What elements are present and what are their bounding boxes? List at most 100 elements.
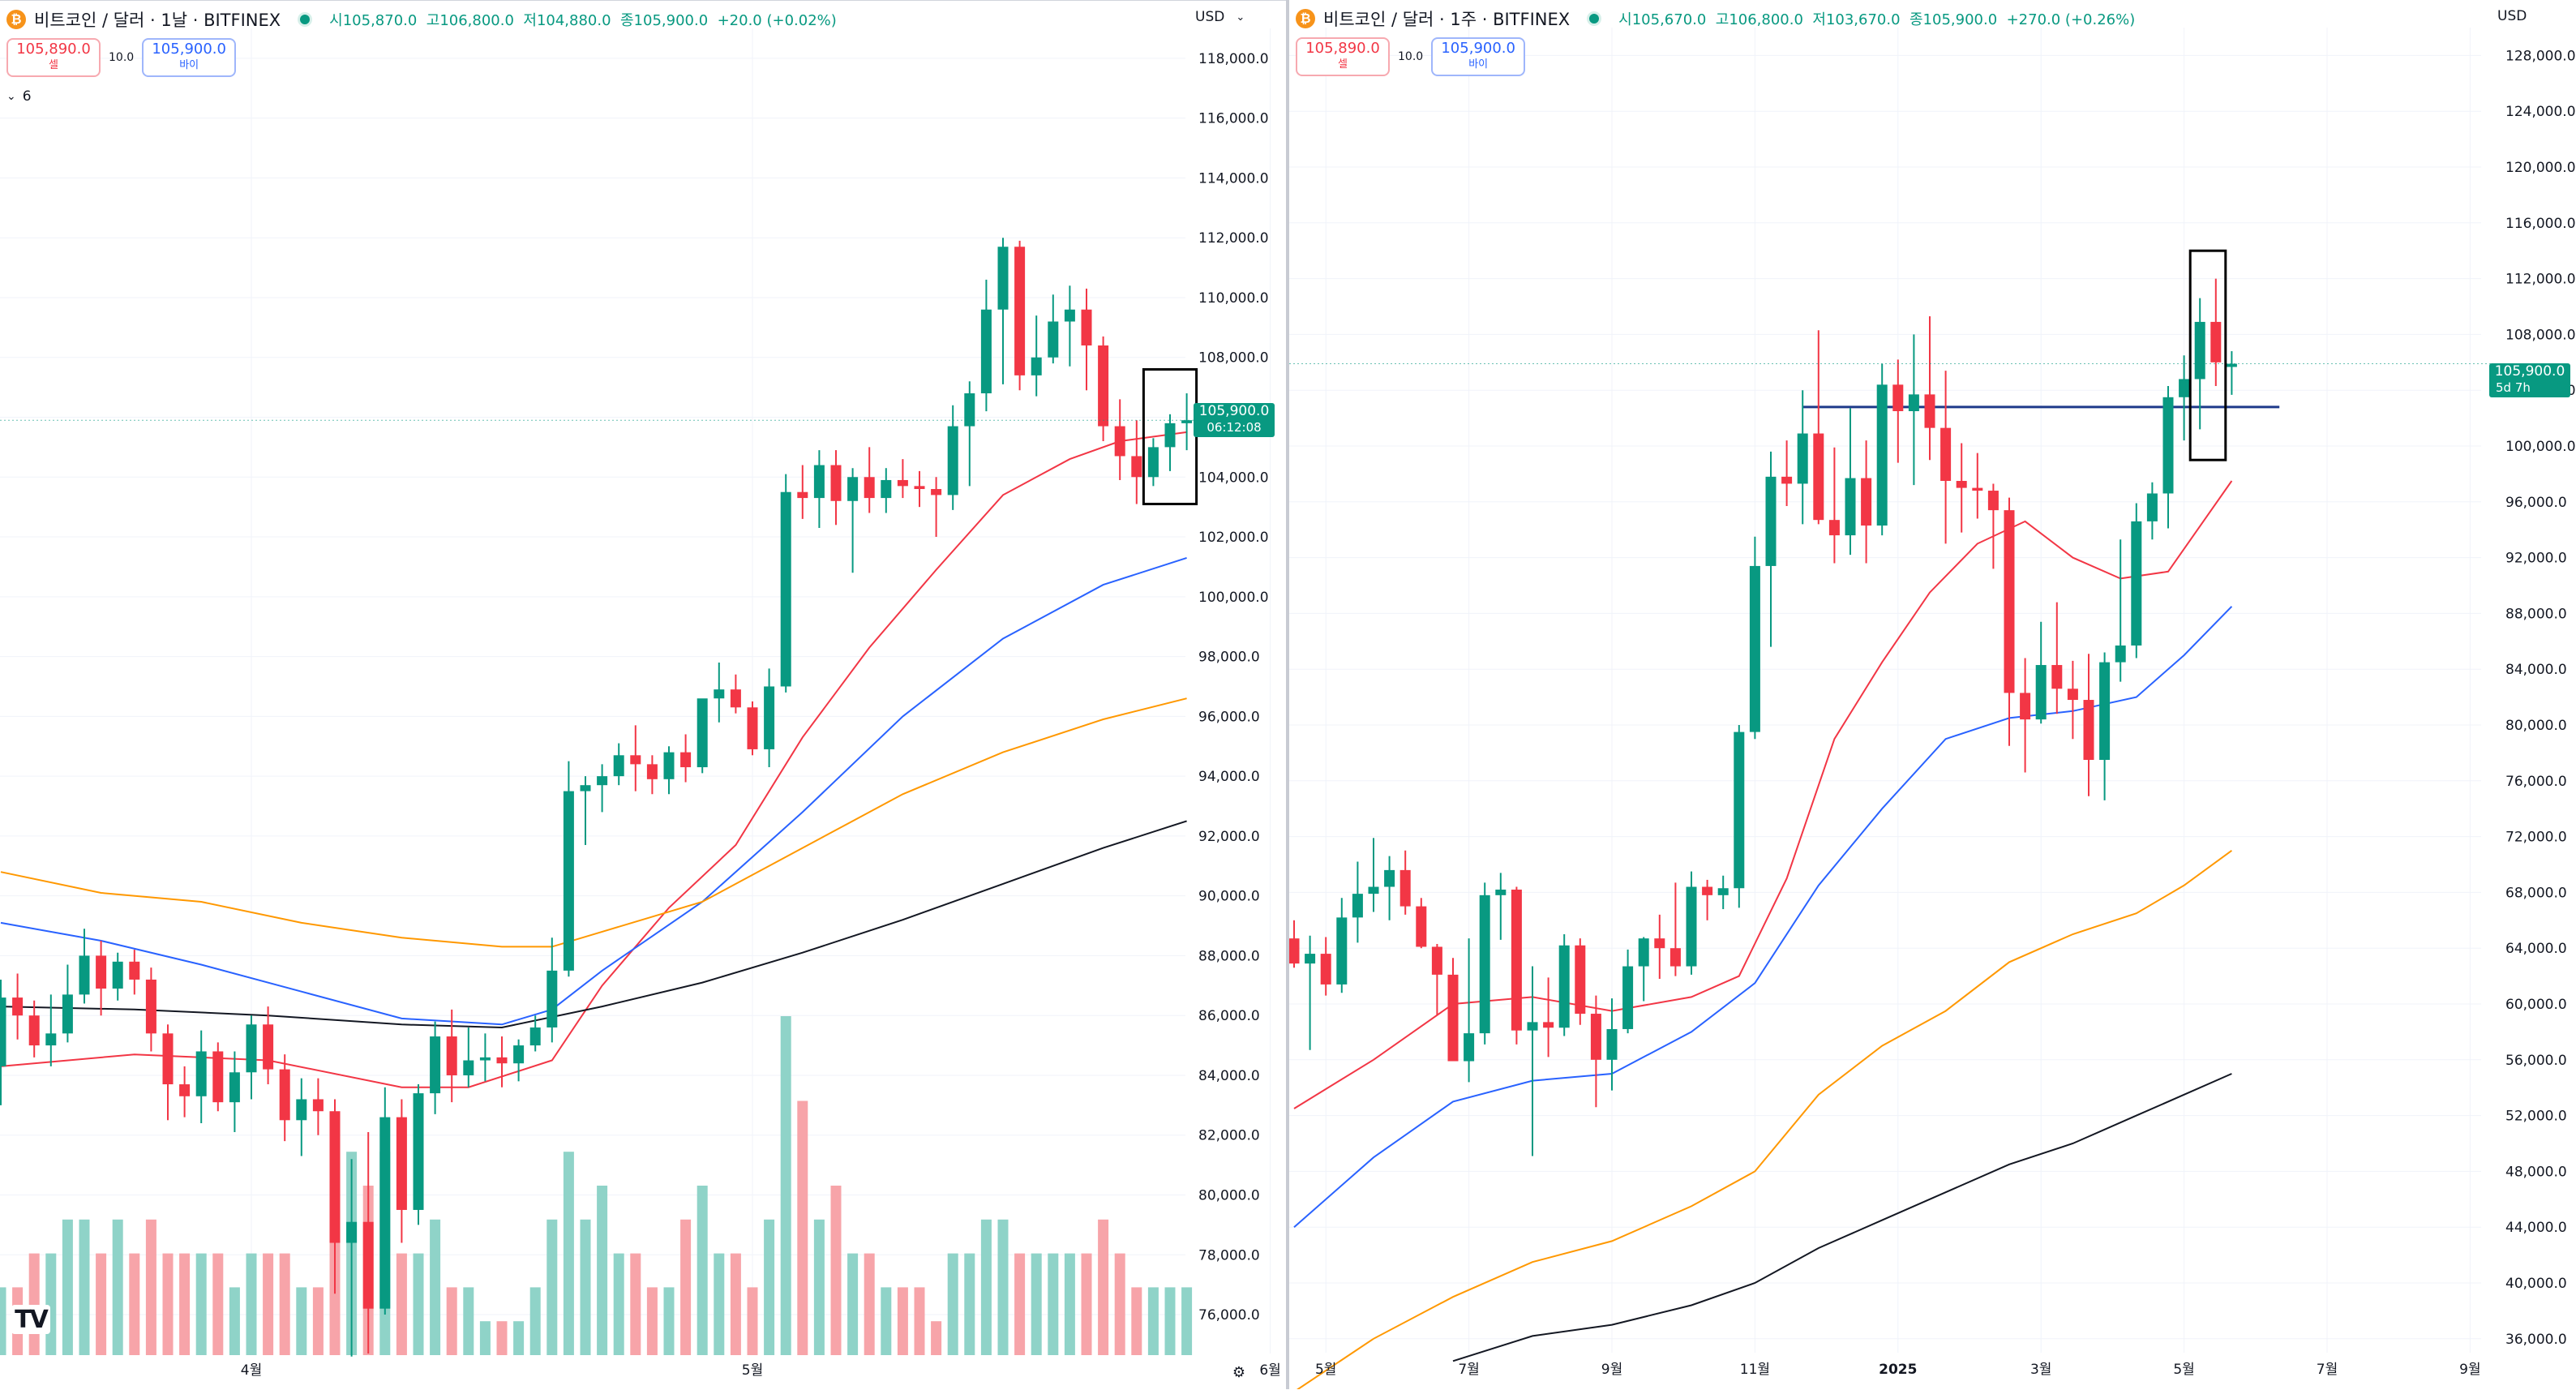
- candle-body: [630, 755, 641, 765]
- indicators-toggle[interactable]: ⌄ 6: [6, 88, 32, 105]
- volume-bar: [430, 1219, 441, 1355]
- y-tick-label: 90,000.0: [1198, 889, 1260, 905]
- x-tick-label: 2025: [1879, 1362, 1917, 1378]
- volume-bar: [1081, 1253, 1092, 1355]
- right-last-price: 105,900.0: [2494, 363, 2565, 380]
- volume-bar: [914, 1287, 925, 1355]
- volume-bar: [613, 1253, 624, 1355]
- left-symbol-title[interactable]: 비트코인 / 달러 · 1날 · BITFINEX: [34, 11, 281, 30]
- candle-body: [1987, 491, 1999, 511]
- candle-body: [346, 1221, 358, 1243]
- left-currency-selector[interactable]: USD ⌄: [1195, 9, 1245, 25]
- volume-bar: [597, 1186, 608, 1355]
- left-sell-price: 105,890.0: [16, 41, 91, 58]
- volume-bar: [263, 1253, 274, 1355]
- candle-body: [1575, 945, 1586, 1015]
- candle-body: [396, 1117, 407, 1210]
- volume-bar: [764, 1219, 775, 1355]
- candle-body: [1031, 357, 1042, 375]
- left-buy-price: 105,900.0: [152, 41, 226, 58]
- candle-body: [1368, 886, 1379, 894]
- candle-body: [1320, 954, 1331, 985]
- candle-body: [563, 791, 574, 971]
- left-spread: 10.0: [109, 51, 135, 64]
- candle-body: [112, 961, 123, 989]
- left-sell-button[interactable]: 105,890.0 셀: [6, 38, 101, 77]
- candle-body: [1336, 917, 1348, 985]
- volume-bar: [246, 1253, 257, 1355]
- right-buy-button[interactable]: 105,900.0 바이: [1431, 37, 1526, 76]
- candle-body: [914, 486, 925, 490]
- volume-bar: [513, 1321, 525, 1355]
- candle-body: [1876, 384, 1888, 526]
- weekly-candlestick-chart[interactable]: 36,000.0 40,000.0 44,000.0 48,000.0 52,000.0…: [1289, 0, 2576, 1389]
- right-symbol-title[interactable]: 비트코인 / 달러 · 1주 · BITFINEX: [1323, 10, 1571, 29]
- y-tick-label: 64,000.0: [2505, 941, 2567, 957]
- candle-body: [413, 1093, 424, 1210]
- candle-body: [1797, 433, 1808, 484]
- candle-body: [1638, 938, 1649, 967]
- panel-divider[interactable]: [1286, 0, 1289, 1389]
- candle-body: [1558, 945, 1570, 1028]
- chevron-down-icon: ⌄: [1236, 11, 1245, 24]
- left-chart-panel[interactable]: 76,000.0 78,000.0 80,000.0 82,000.0 84,000.0…: [0, 0, 1289, 1389]
- volume-bar: [446, 1287, 457, 1355]
- candle-body: [1765, 476, 1777, 566]
- candle-body: [1352, 894, 1363, 918]
- y-tick-label: 112,000.0: [2505, 272, 2576, 288]
- candle-body: [513, 1045, 525, 1064]
- y-tick-label: 114,000.0: [1198, 170, 1269, 187]
- candle-body: [2051, 665, 2063, 689]
- right-sell-button[interactable]: 105,890.0 셀: [1296, 37, 1390, 76]
- volume-bar: [312, 1287, 324, 1355]
- candle-body: [1781, 476, 1793, 484]
- candle-body: [1734, 731, 1745, 889]
- indicators-count: 6: [22, 88, 32, 105]
- y-tick-label: 104,000.0: [1198, 470, 1269, 486]
- volume-bar: [96, 1253, 107, 1355]
- right-buy-price: 105,900.0: [1441, 40, 1515, 57]
- volume-bar: [797, 1100, 808, 1355]
- left-header: ₿ 비트코인 / 달러 · 1날 · BITFINEX 시105,870.0 고…: [6, 7, 837, 32]
- candle-body: [697, 698, 708, 768]
- y-tick-label: 112,000.0: [1198, 230, 1269, 247]
- volume-bar: [630, 1253, 641, 1355]
- volume-bar: [1098, 1219, 1109, 1355]
- volume-bar: [563, 1152, 574, 1355]
- tradingview-logo[interactable]: TV: [11, 1305, 50, 1334]
- candle-body: [680, 752, 692, 768]
- candle-body: [229, 1072, 240, 1103]
- y-tick-label: 100,000.0: [2505, 439, 2576, 455]
- bitcoin-icon: ₿: [6, 10, 26, 29]
- daily-candlestick-chart[interactable]: 76,000.0 78,000.0 80,000.0 82,000.0 84,000.0…: [0, 1, 1289, 1390]
- candle-body: [1164, 423, 1176, 448]
- volume-bar: [1014, 1253, 1026, 1355]
- right-chart-panel[interactable]: 36,000.0 40,000.0 44,000.0 48,000.0 52,000.0…: [1289, 0, 2576, 1389]
- x-tick-label: 7월: [2317, 1362, 2338, 1378]
- y-tick-label: 40,000.0: [2505, 1276, 2567, 1292]
- candle-body: [1131, 456, 1142, 478]
- right-currency-selector[interactable]: USD: [2497, 8, 2527, 24]
- y-tick-label: 118,000.0: [1198, 51, 1269, 67]
- x-tick-label: 5월: [2173, 1362, 2194, 1378]
- candle-body: [597, 776, 608, 786]
- right-trade-buttons: 105,890.0 셀 10.0 105,900.0 바이: [1296, 37, 1526, 76]
- candle-body: [1479, 894, 1490, 1034]
- moving-average-ma100: [1296, 849, 2232, 1389]
- volume-bar: [179, 1253, 191, 1355]
- gear-icon[interactable]: ⚙: [1232, 1364, 1246, 1381]
- volume-bar: [1048, 1253, 1059, 1355]
- candle-body: [964, 393, 975, 427]
- y-tick-label: 116,000.0: [2505, 216, 2576, 232]
- volume-bar: [79, 1219, 90, 1355]
- volume-bar: [780, 1016, 791, 1355]
- volume-bar: [62, 1219, 73, 1355]
- x-tick-label: 7월: [1458, 1362, 1479, 1378]
- candle-body: [296, 1099, 307, 1121]
- candle-body: [2067, 689, 2078, 701]
- left-buy-button[interactable]: 105,900.0 바이: [142, 38, 237, 77]
- volume-bar: [145, 1219, 156, 1355]
- candle-body: [613, 755, 624, 777]
- candle-body: [797, 491, 808, 499]
